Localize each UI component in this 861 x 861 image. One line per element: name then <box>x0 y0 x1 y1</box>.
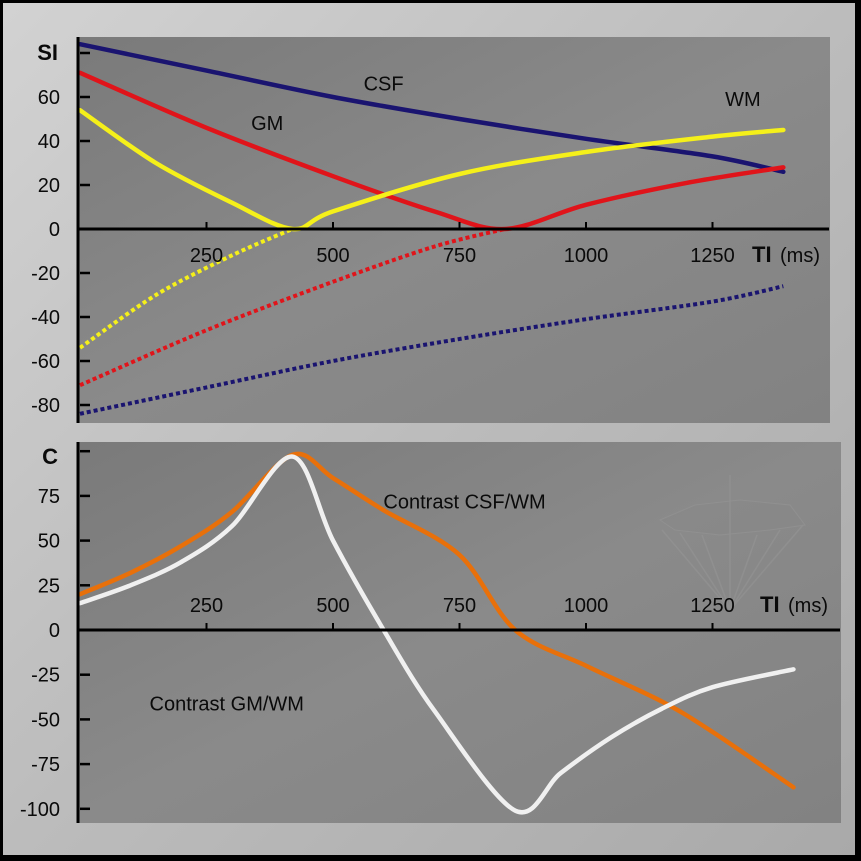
signal-annotation: GM <box>251 113 283 135</box>
contrast-plot-area <box>78 442 841 823</box>
contrast-x-axis-title: TI <box>760 592 780 617</box>
contrast-annotation: Contrast GM/WM <box>150 693 304 715</box>
contrast-y-tick-label: 75 <box>38 486 60 508</box>
signal-y-tick-label: -80 <box>31 395 60 417</box>
contrast-x-tick-label: 500 <box>316 595 349 617</box>
signal-x-tick-label: 1250 <box>690 245 735 267</box>
signal-series-gm <box>77 70 786 232</box>
contrast-annotation: Contrast CSF/WM <box>383 491 545 513</box>
signal-y-axis-title: SI <box>37 40 58 65</box>
signal-y-tick-label: -20 <box>31 263 60 285</box>
contrast-y-axis-title: C <box>42 444 58 469</box>
signal-x-tick-label: 1000 <box>564 245 609 267</box>
contrast-y-tick-label: 0 <box>49 620 60 642</box>
signal-annotation: CSF <box>364 73 404 95</box>
signal-x-axis-title: TI <box>752 242 772 267</box>
signal-y-tick-label: 40 <box>38 131 60 153</box>
signal-y-tick-label: 20 <box>38 175 60 197</box>
signal-series-wm-negative <box>78 227 294 350</box>
contrast-x-axis-unit: (ms) <box>788 595 828 617</box>
signal-series-gm-negative <box>79 227 506 388</box>
signal-y-tick-label: -60 <box>31 351 60 373</box>
signal-y-tick-label: 60 <box>38 87 60 109</box>
contrast-y-tick-label: 25 <box>38 575 60 597</box>
globe-arrows-icon <box>658 475 806 611</box>
signal-series-wm <box>77 107 786 232</box>
signal-y-tick-label: -40 <box>31 307 60 329</box>
contrast-y-tick-label: -75 <box>31 754 60 776</box>
signal-x-tick-label: 500 <box>316 245 349 267</box>
contrast-x-tick-label: 1000 <box>564 595 609 617</box>
contrast-series-contrast-gm-wm <box>77 454 796 815</box>
contrast-y-tick-label: -25 <box>31 665 60 687</box>
signal-x-axis-unit: (ms) <box>780 245 820 267</box>
signal-x-tick-label: 750 <box>443 245 476 267</box>
signal-y-tick-label: 0 <box>49 219 60 241</box>
contrast-y-tick-label: -50 <box>31 709 60 731</box>
contrast-y-tick-label: 50 <box>38 531 60 553</box>
contrast-x-tick-label: 250 <box>190 595 223 617</box>
contrast-x-tick-label: 750 <box>443 595 476 617</box>
signal-x-tick-label: 250 <box>190 245 223 267</box>
signal-annotation: WM <box>725 89 761 111</box>
contrast-x-tick-label: 1250 <box>690 595 735 617</box>
contrast-y-tick-label: -100 <box>20 799 60 821</box>
